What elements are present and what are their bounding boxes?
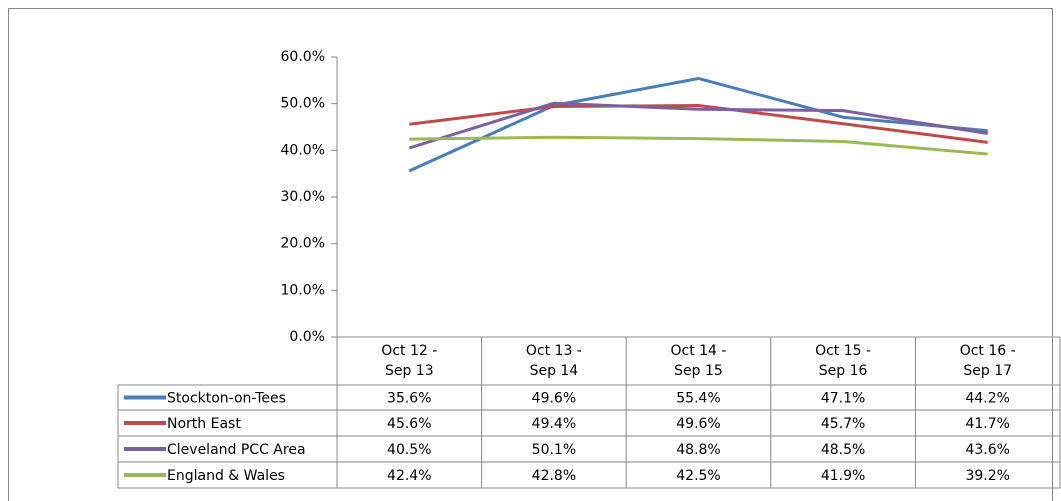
series-line <box>409 104 988 144</box>
table-value: 47.1% <box>821 391 865 407</box>
category-label: Oct 13 - Sep 14 <box>525 343 582 379</box>
table-value: 42.4% <box>387 468 431 484</box>
legend-label: Stockton-on-Tees <box>167 391 286 407</box>
y-tick-label: 40.0% <box>281 142 325 158</box>
series-line <box>408 76 988 173</box>
table-value: 41.7% <box>965 416 1009 432</box>
chart-border <box>8 8 1053 501</box>
table-value: 49.6% <box>676 416 720 432</box>
category-label: Oct 16 - Sep 17 <box>959 343 1016 379</box>
table-value: 50.1% <box>532 442 576 458</box>
table-value: 43.6% <box>965 442 1009 458</box>
y-tick-label: 60.0% <box>281 49 325 65</box>
legend-label: England & Wales <box>167 468 285 484</box>
series-line <box>409 135 988 156</box>
y-tick-label: 50.0% <box>281 96 325 112</box>
category-label: Oct 12 - Sep 13 <box>381 343 438 379</box>
table-value: 42.5% <box>676 468 720 484</box>
table-value: 49.4% <box>532 416 576 432</box>
table-value: 35.6% <box>387 391 431 407</box>
table-value: 45.7% <box>821 416 865 432</box>
table-value: 41.9% <box>821 468 865 484</box>
table-value: 48.8% <box>676 442 720 458</box>
category-label: Oct 15 - Sep 16 <box>815 343 872 379</box>
y-tick-label: 20.0% <box>281 236 325 252</box>
table-value: 44.2% <box>965 391 1009 407</box>
series-line <box>408 101 988 150</box>
table-value: 40.5% <box>387 442 431 458</box>
y-tick-label: 10.0% <box>281 282 325 298</box>
legend-label: Cleveland PCC Area <box>167 442 306 458</box>
table-value: 42.8% <box>532 468 576 484</box>
table-value: 55.4% <box>676 391 720 407</box>
table-value: 39.2% <box>965 468 1009 484</box>
category-label: Oct 14 - Sep 15 <box>670 343 727 379</box>
y-tick-label: 30.0% <box>281 189 325 205</box>
y-tick-label: 0.0% <box>289 329 325 345</box>
legend-label: North East <box>167 416 241 432</box>
table-value: 49.6% <box>532 391 576 407</box>
table-value: 45.6% <box>387 416 431 432</box>
table-value: 48.5% <box>821 442 865 458</box>
